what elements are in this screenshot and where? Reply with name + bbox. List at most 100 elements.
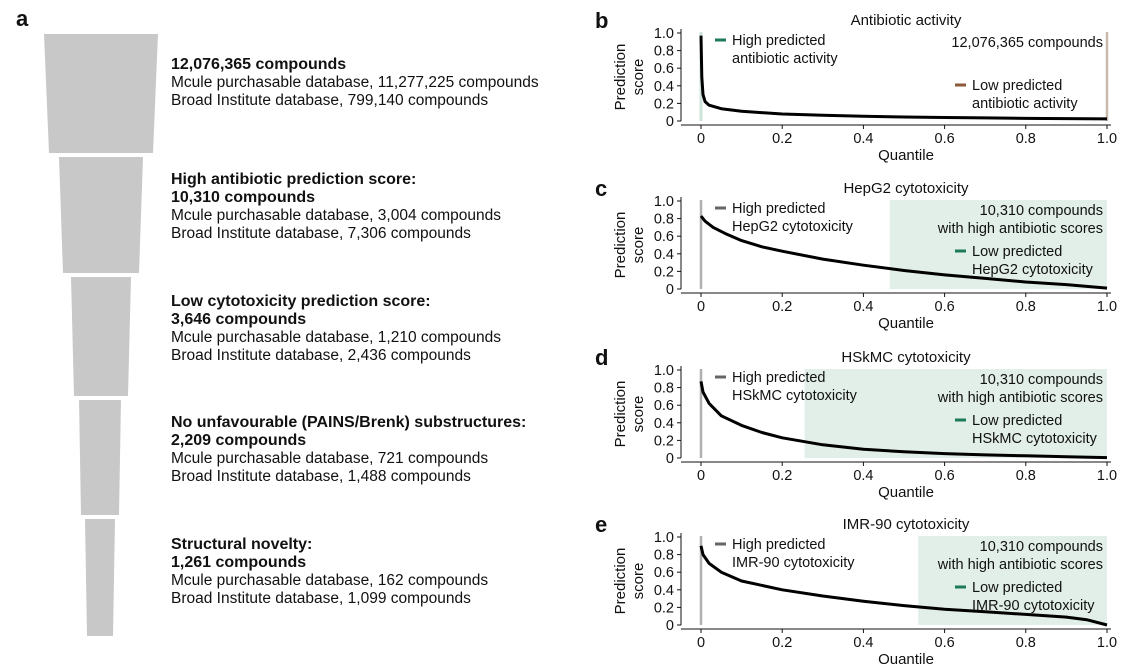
stage-mcule: Mcule purchasable database, 11,277,225 c… — [171, 74, 539, 91]
stage-count: 1,261 compounds — [171, 554, 307, 571]
funnel-stage-4 — [79, 400, 121, 515]
stage-broad: Broad Institute database, 7,306 compound… — [171, 225, 471, 242]
x-axis-label: Quantile — [878, 651, 934, 664]
panel-letter-d: d — [595, 345, 608, 370]
stage-count: 10,310 compounds — [171, 189, 316, 206]
funnel-stage-1 — [44, 34, 158, 153]
chart-title: Antibiotic activity — [851, 12, 962, 29]
count-note: 10,310 compounds — [980, 539, 1103, 555]
stage-title: High antibiotic prediction score: — [171, 171, 417, 188]
prediction-curve — [699, 545, 1108, 627]
count-note: with high antibiotic scores — [937, 557, 1103, 573]
y-tick-label: 0.2 — [654, 600, 674, 616]
count-note: 10,310 compounds — [980, 372, 1103, 388]
x-tick-label: 0.2 — [772, 635, 792, 651]
y-tick-label: 0 — [666, 618, 674, 634]
legend-high-label: antibiotic activity — [732, 51, 838, 67]
chart-title: IMR-90 cytotoxicity — [843, 516, 970, 533]
funnel-stage-2-text: High antibiotic prediction score: 10,310… — [171, 171, 501, 243]
x-tick-label: 0.4 — [853, 468, 873, 484]
stage-mcule: Mcule purchasable database, 721 compound… — [171, 450, 489, 467]
y-axis-label: Prediction — [612, 44, 629, 111]
x-tick-label: 1.0 — [1097, 299, 1117, 315]
stage-broad: Broad Institute database, 1,488 compound… — [171, 468, 471, 485]
x-tick-label: 1.0 — [1097, 468, 1117, 484]
legend-low-label: HSkMC cytotoxicity — [972, 431, 1098, 447]
legend-high-label: HSkMC cytotoxicity — [732, 388, 858, 404]
legend-high-label: High predicted — [732, 33, 826, 49]
x-tick-label: 0 — [697, 635, 705, 651]
legend-low-label: Low predicted — [972, 78, 1062, 94]
panel-letter-b: b — [595, 8, 608, 33]
x-tick-label: 0.8 — [1016, 131, 1036, 147]
x-tick-label: 0.8 — [1016, 635, 1036, 651]
y-tick-label: 0 — [666, 114, 674, 130]
legend-low-label: IMR-90 cytotoxicity — [972, 598, 1095, 614]
y-tick-label: 1.0 — [654, 363, 674, 379]
chart-title: HSkMC cytotoxicity — [841, 349, 971, 366]
x-tick-label: 0 — [697, 299, 705, 315]
x-tick-label: 0.6 — [935, 468, 955, 484]
x-tick-label: 0.8 — [1016, 468, 1036, 484]
y-axis-label: Prediction — [612, 548, 629, 615]
x-axis-label: Quantile — [878, 147, 934, 164]
x-tick-label: 0.6 — [935, 131, 955, 147]
stage-mcule: Mcule purchasable database, 1,210 compou… — [171, 329, 502, 346]
funnel-stage-5 — [85, 519, 115, 636]
funnel-stage-2 — [59, 157, 143, 273]
stage-broad: Broad Institute database, 2,436 compound… — [171, 347, 471, 364]
y-tick-label: 0.4 — [654, 247, 674, 263]
y-tick-label: 0.6 — [654, 229, 674, 245]
x-tick-label: 0.4 — [853, 635, 873, 651]
y-tick-label: 0.6 — [654, 61, 674, 77]
prediction-curve — [699, 381, 1108, 460]
panel-letter-e: e — [595, 512, 607, 537]
y-tick-label: 1.0 — [654, 530, 674, 546]
x-tick-label: 0.2 — [772, 299, 792, 315]
legend-low-label: Low predicted — [972, 244, 1062, 260]
y-tick-label: 0.2 — [654, 264, 674, 280]
stage-title: Structural novelty: — [171, 536, 313, 553]
y-tick-label: 0.8 — [654, 44, 674, 60]
funnel-stage-3 — [71, 277, 131, 396]
stage-broad: Broad Institute database, 799,140 compou… — [171, 92, 489, 109]
panel-letter-c: c — [595, 176, 607, 201]
x-tick-label: 0.4 — [853, 131, 873, 147]
x-tick-label: 0.2 — [772, 468, 792, 484]
panel-letter-a: a — [16, 6, 29, 31]
y-axis-label: score — [630, 563, 647, 600]
funnel-stage-1-text: 12,076,365 compounds Mcule purchasable d… — [171, 56, 539, 110]
x-tick-label: 1.0 — [1097, 635, 1117, 651]
count-note: 10,310 compounds — [980, 203, 1103, 219]
legend-high-label: High predicted — [732, 370, 826, 386]
legend-high-label: IMR-90 cytotoxicity — [732, 555, 855, 571]
x-tick-label: 0 — [697, 131, 705, 147]
stage-title: Low cytotoxicity prediction score: — [171, 293, 431, 310]
x-tick-label: 0.8 — [1016, 299, 1036, 315]
y-axis-label: score — [630, 227, 647, 264]
y-tick-label: 0 — [666, 451, 674, 467]
y-tick-label: 0.4 — [654, 416, 674, 432]
y-tick-label: 0 — [666, 282, 674, 298]
x-tick-label: 0.4 — [853, 299, 873, 315]
legend-high-label: High predicted — [732, 201, 826, 217]
x-tick-label: 0.2 — [772, 131, 792, 147]
y-tick-label: 0.8 — [654, 548, 674, 564]
chart-title: HepG2 cytotoxicity — [843, 180, 969, 197]
high-antibiotic-region — [804, 369, 1107, 458]
y-axis-label: Prediction — [612, 381, 629, 448]
prediction-curve — [699, 35, 1108, 121]
y-axis-label: score — [630, 59, 647, 96]
count-note: with high antibiotic scores — [937, 390, 1103, 406]
funnel-diagram — [44, 34, 158, 636]
x-tick-label: 0.6 — [935, 635, 955, 651]
y-tick-label: 1.0 — [654, 194, 674, 210]
stage-count: 3,646 compounds — [171, 311, 307, 328]
legend-low-label: HepG2 cytotoxicity — [972, 262, 1094, 278]
stage-title: 12,076,365 compounds — [171, 56, 347, 73]
stage-count: 2,209 compounds — [171, 432, 307, 449]
